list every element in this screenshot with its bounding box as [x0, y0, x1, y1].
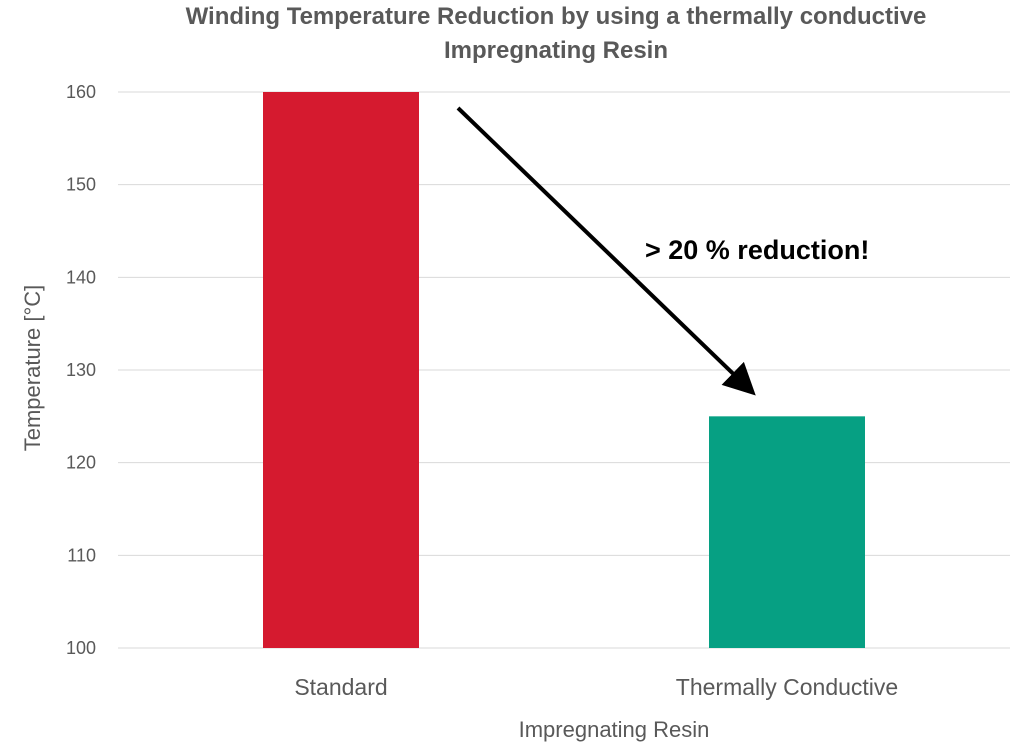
x-category-label: Standard: [294, 674, 387, 700]
bar-thermally-conductive: [709, 416, 865, 648]
y-tick-label: 160: [66, 82, 96, 102]
chart-title-line-2: Impregnating Resin: [444, 37, 668, 64]
chart-title-line-1: Winding Temperature Reduction by using a…: [186, 3, 927, 30]
bars: [263, 92, 865, 648]
bar-standard: [263, 92, 419, 648]
reduction-arrow: [456, 106, 756, 396]
x-axis-title: Impregnating Resin: [519, 717, 710, 742]
x-axis-categories: Standard Thermally Conductive: [294, 674, 898, 700]
chart-title: Winding Temperature Reduction by using a…: [186, 3, 927, 64]
y-axis-title: Temperature [°C]: [20, 285, 45, 452]
y-tick-label: 110: [67, 545, 96, 565]
y-axis-ticks: 100 110 120 130 140 150 160: [66, 82, 96, 658]
y-tick-label: 140: [66, 267, 96, 287]
y-tick-label: 120: [66, 453, 96, 473]
gridlines: [118, 91, 1010, 649]
reduction-annotation: > 20 % reduction!: [645, 235, 869, 265]
y-tick-label: 100: [66, 638, 96, 658]
y-tick-label: 150: [66, 175, 96, 195]
x-category-label: Thermally Conductive: [676, 674, 898, 700]
y-tick-label: 130: [66, 360, 96, 380]
